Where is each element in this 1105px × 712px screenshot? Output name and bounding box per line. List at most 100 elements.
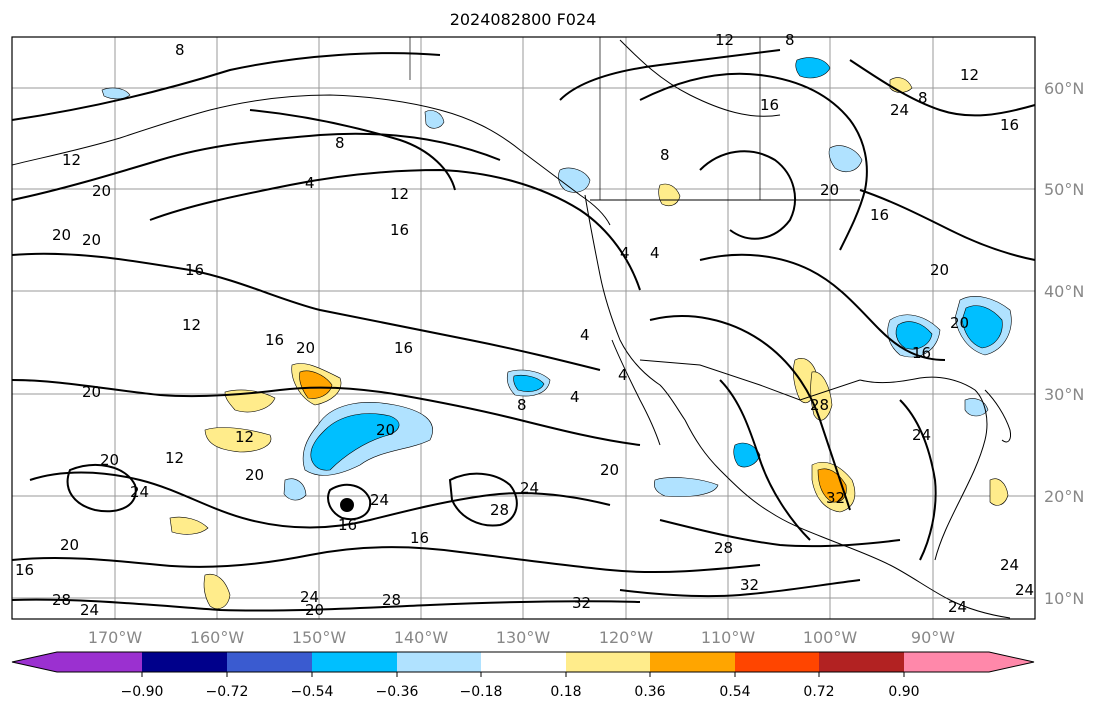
contour-label: 20 [245, 466, 264, 484]
negative-anomaly-patch [733, 442, 761, 468]
colorbar-tick-label: 0.90 [888, 684, 919, 700]
colorbar-tick-label: −0.90 [121, 684, 164, 700]
contour-label: 24 [520, 479, 539, 497]
contour-line [639, 72, 868, 251]
map-panel: 8 12 8 16 12 12 8 20 8 4 12 16 20 16 4 4… [11, 31, 1036, 620]
contour-label: 20 [305, 601, 324, 619]
contour-line [11, 546, 761, 574]
colorbar-segment [312, 652, 397, 672]
negative-anomaly-patch-strong [513, 374, 545, 392]
lon-tick-label: 110°W [701, 628, 756, 647]
map-frame [11, 36, 1036, 620]
contour-line [327, 483, 372, 520]
colorbar-extend-high [989, 652, 1034, 672]
positive-anomaly-patch [203, 574, 231, 609]
negative-anomaly-patch [964, 398, 989, 417]
contour-label: 16 [265, 331, 284, 349]
contour-line [619, 579, 861, 598]
contour-label: 20 [92, 182, 111, 200]
contour-line [11, 132, 501, 201]
contour-label: 24 [948, 598, 967, 616]
colorbar-segment [57, 652, 142, 672]
colorbar-segment [142, 652, 227, 672]
contour-line [448, 472, 518, 527]
contour-label: 28 [52, 591, 71, 609]
contour-label: 16 [912, 344, 931, 362]
positive-anomaly-patch [989, 478, 1009, 506]
contour-label: 4 [618, 366, 628, 384]
contour-line [719, 379, 811, 541]
contour-label: 12 [960, 66, 979, 84]
contour-label: 28 [714, 539, 733, 557]
colorbar-segment [566, 652, 650, 672]
contour-line [559, 49, 781, 101]
colorbar-segment [819, 652, 904, 672]
contour-line [149, 168, 641, 291]
contour-label: 16 [338, 516, 357, 534]
coastlines [11, 37, 1011, 619]
lat-tick-label: 30°N [1044, 385, 1084, 404]
contour-label: 24 [1015, 581, 1034, 599]
contour-label: 4 [620, 244, 630, 262]
contour-label: 16 [870, 206, 889, 224]
colorbar-tick-label: 0.72 [803, 684, 834, 700]
contour-label: 8 [517, 396, 527, 414]
lon-tick-label: 160°W [190, 628, 245, 647]
colorbar-segment [735, 652, 819, 672]
map-title: 2024082800 F024 [450, 10, 597, 29]
colorbar-tick-label: −0.54 [291, 684, 334, 700]
contour-label: 4 [305, 174, 315, 192]
positive-anomaly-patch [224, 389, 276, 413]
positive-anomaly-patch [204, 427, 272, 453]
contour-label: 4 [650, 244, 660, 262]
lon-tick-label: 90°W [911, 628, 955, 647]
contour-line [66, 464, 137, 513]
contour-label: 12 [235, 428, 254, 446]
contour-line [11, 252, 601, 371]
contour-line [699, 150, 796, 240]
colorbar-segment [481, 652, 566, 672]
contour-line [859, 189, 1036, 261]
contour-label: 20 [376, 421, 395, 439]
lon-tick-label: 120°W [599, 628, 654, 647]
contour-line [899, 399, 937, 561]
contour-label: 8 [785, 31, 795, 49]
contour-label: 16 [185, 261, 204, 279]
longitude-axis: 170°W 160°W 150°W 140°W 130°W 120°W 110°… [88, 628, 955, 647]
contour-label: 12 [182, 316, 201, 334]
contour-label: 8 [175, 41, 185, 59]
colorbar-outline [11, 651, 1035, 673]
contour-label: 20 [600, 461, 619, 479]
contour-label: 20 [950, 314, 969, 332]
lat-tick-label: 20°N [1044, 487, 1084, 506]
positive-anomaly-patch-strong [299, 370, 333, 399]
negative-anomaly-patch [795, 57, 831, 79]
tropical-cyclone-marker [340, 498, 354, 512]
colorbar: −0.90 −0.72 −0.54 −0.36 −0.18 0.18 0.36 … [11, 651, 1035, 700]
contour-label: 32 [740, 576, 759, 594]
contour-label: 12 [62, 151, 81, 169]
contour-label: 24 [890, 101, 909, 119]
contour-label: 16 [410, 529, 429, 547]
contour-label: 20 [60, 536, 79, 554]
contour-label: 20 [82, 383, 101, 401]
contour-label: 8 [335, 134, 345, 152]
colorbar-ticks [141, 672, 905, 677]
negative-anomaly-patch [101, 87, 131, 100]
negative-anomaly-patch [828, 145, 863, 173]
lat-tick-label: 50°N [1044, 180, 1084, 199]
contour-line [699, 253, 946, 361]
colorbar-tick-label: −0.18 [460, 684, 503, 700]
lon-tick-label: 100°W [803, 628, 858, 647]
contour-label: 24 [912, 426, 931, 444]
contour-line [659, 519, 901, 548]
contour-label: 24 [1000, 556, 1019, 574]
contour-line [249, 109, 456, 191]
contour-label: 32 [572, 594, 591, 612]
contour-label: 12 [390, 185, 409, 203]
contour-label: 28 [382, 591, 401, 609]
contour-line [11, 379, 641, 446]
lon-tick-label: 170°W [88, 628, 143, 647]
north-america-west-coast [584, 194, 1011, 619]
